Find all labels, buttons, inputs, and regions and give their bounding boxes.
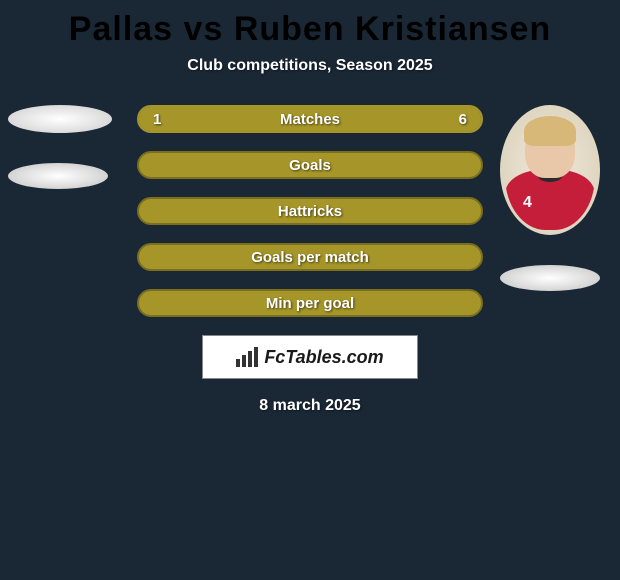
subtitle: Club competitions, Season 2025: [0, 57, 620, 75]
date-text: 8 march 2025: [0, 397, 620, 415]
stat-bar-hattricks: Hattricks: [137, 197, 483, 225]
brand-box[interactable]: FcTables.com: [202, 335, 418, 379]
stat-label: Hattricks: [278, 203, 342, 220]
stat-label: Min per goal: [266, 295, 354, 312]
player2-avatar-area: 4: [500, 105, 600, 291]
stat-bar-goals-per-match: Goals per match: [137, 243, 483, 271]
player2-number: 4: [523, 194, 532, 212]
stat-label: Goals per match: [251, 249, 369, 266]
stat-label: Goals: [289, 157, 331, 174]
vs-text: vs: [184, 10, 224, 48]
player2-image: 4: [505, 110, 595, 230]
player1-name: Pallas: [69, 10, 173, 48]
player2-hair: [524, 116, 576, 146]
stat-bar-min-per-goal: Min per goal: [137, 289, 483, 317]
stat-bar-goals: Goals: [137, 151, 483, 179]
stat-value-left: 1: [153, 111, 161, 128]
brand-chart-icon: [236, 347, 260, 367]
stat-value-right: 6: [459, 111, 467, 128]
stats-bars: 1 6 Matches Goals Hattricks Goals per match Mi…: [137, 105, 483, 317]
comparison-title: Pallas vs Ruben Kristiansen: [0, 0, 620, 49]
player1-shadow: [8, 163, 108, 189]
bar-fill-left: [139, 107, 187, 131]
player2-shadow: [500, 265, 600, 291]
stat-bar-matches: 1 6 Matches: [137, 105, 483, 133]
comparison-body: 4 1 6 Matches Goals Hattricks Goals per match…: [0, 105, 620, 415]
player2-avatar: 4: [500, 105, 600, 235]
stat-label: Matches: [280, 111, 340, 128]
player2-name: Ruben Kristiansen: [234, 10, 551, 48]
player1-avatar-placeholder: [8, 105, 112, 133]
player1-avatar-area: [8, 105, 112, 189]
brand-text: FcTables.com: [264, 347, 383, 368]
